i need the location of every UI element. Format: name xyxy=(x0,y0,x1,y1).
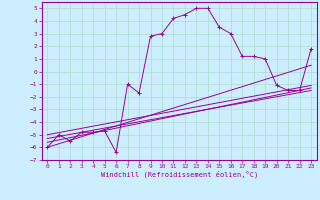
X-axis label: Windchill (Refroidissement éolien,°C): Windchill (Refroidissement éolien,°C) xyxy=(100,171,258,178)
